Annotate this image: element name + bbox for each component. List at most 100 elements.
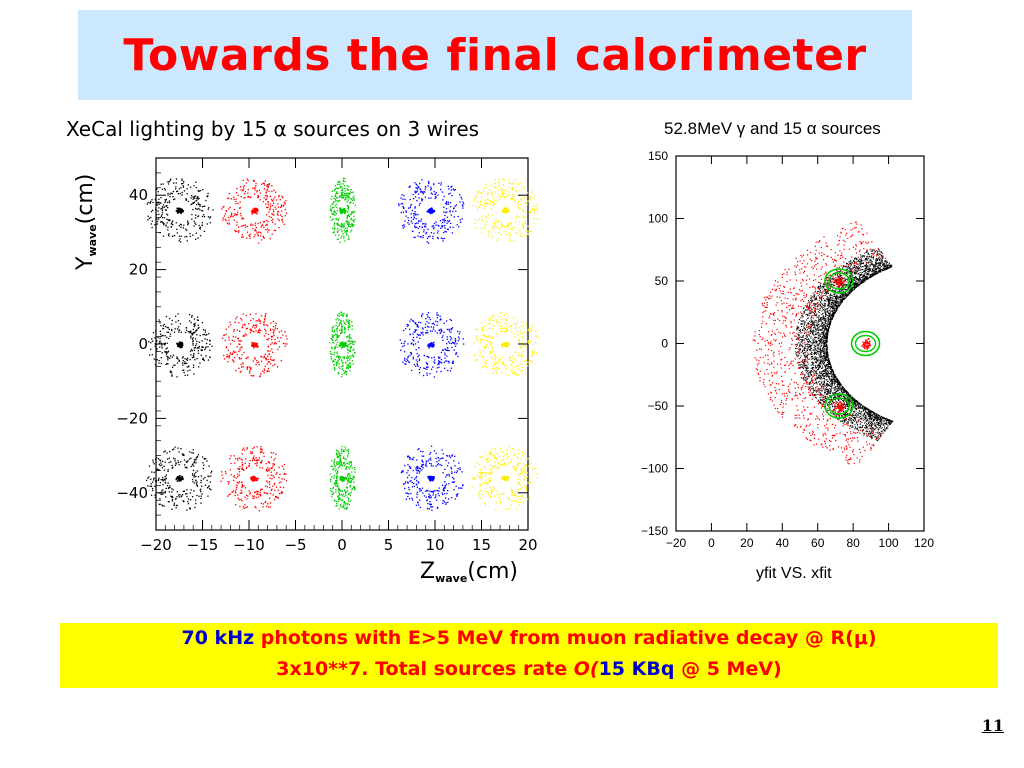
chart1-point — [340, 183, 342, 185]
chart1-point — [456, 470, 459, 472]
chart1-point — [348, 323, 350, 326]
chart1-point — [494, 191, 496, 193]
chart1-point — [231, 212, 233, 214]
chart1-point — [181, 179, 183, 182]
chart1-point — [484, 472, 486, 474]
chart1-point — [242, 225, 244, 227]
chart1-point — [333, 329, 336, 331]
chart1-point — [424, 323, 427, 325]
chart1-point — [432, 237, 434, 240]
chart1-point — [273, 482, 276, 485]
chart1-point — [432, 494, 434, 496]
chart1-point — [169, 357, 171, 359]
chart1-point — [275, 453, 277, 455]
chart2-gamma-point — [857, 267, 859, 269]
chart1-point — [494, 370, 497, 372]
chart1-point — [423, 495, 426, 497]
chart1-point — [418, 182, 421, 185]
chart1-point — [504, 211, 506, 213]
chart1-point — [335, 489, 337, 491]
chart2-gamma-point — [847, 422, 849, 424]
chart1-point — [272, 218, 274, 220]
chart1-point — [178, 476, 181, 478]
chart1-point — [508, 374, 510, 376]
chart1-point — [243, 449, 246, 451]
chart1-point — [432, 343, 435, 346]
chart1-point — [414, 343, 417, 345]
chart1-point — [344, 177, 346, 180]
chart1-point — [486, 491, 488, 493]
chart1-point — [419, 468, 422, 470]
chart1-point — [485, 362, 487, 365]
chart1-point — [332, 218, 334, 221]
chart1-point — [159, 503, 161, 505]
chart1-point — [408, 493, 410, 495]
chart1-point — [446, 355, 448, 357]
chart2-gamma-point — [804, 375, 806, 377]
chart1-point — [203, 333, 205, 336]
chart1-point — [426, 372, 428, 374]
chart1-point — [182, 360, 185, 362]
chart1-point — [340, 228, 342, 231]
chart1-point — [203, 458, 205, 460]
chart1-point — [349, 336, 351, 338]
chart1-point — [223, 358, 226, 360]
chart1-point — [233, 340, 235, 342]
chart1-point — [350, 481, 352, 484]
chart1-point — [405, 481, 407, 483]
chart1-point — [426, 321, 428, 323]
chart1-point — [441, 224, 443, 227]
chart1-point — [201, 224, 203, 227]
chart1-point — [418, 368, 421, 371]
chart1-point — [506, 453, 509, 455]
chart1-point — [449, 192, 451, 194]
chart1-point — [200, 354, 202, 356]
chart1-point — [277, 489, 279, 491]
chart1-point — [237, 475, 239, 478]
chart1-point — [487, 472, 489, 474]
chart1-point — [416, 187, 418, 189]
chart1-point — [347, 322, 350, 325]
chart1-point — [487, 494, 490, 496]
chart1-point — [338, 488, 341, 490]
chart1-point — [452, 360, 454, 362]
chart1-point — [253, 495, 255, 497]
chart1-point — [453, 460, 455, 462]
chart1-point — [284, 331, 286, 333]
chart1-point — [280, 337, 282, 339]
right-scatter-svg: 52.8MeV γ and 15 α sources−20 0 20 40 60 80 10… — [641, 119, 934, 582]
chart1-point — [489, 322, 491, 324]
chart1-point — [448, 193, 450, 195]
chart1-point — [333, 325, 335, 328]
chart1-point — [278, 219, 280, 222]
chart1-point — [201, 222, 203, 224]
chart1-point — [162, 221, 164, 224]
chart1-point — [522, 474, 525, 477]
chart1-point — [191, 338, 194, 340]
chart1-point — [512, 447, 514, 449]
chart1-point — [160, 183, 162, 185]
chart1-point — [490, 203, 492, 205]
chart1-point — [454, 343, 456, 345]
chart1-point — [194, 197, 196, 200]
chart1-point — [253, 478, 255, 481]
chart1-point — [269, 209, 271, 211]
chart1-point — [180, 212, 182, 215]
chart1-point — [522, 351, 524, 353]
chart1-point — [348, 350, 351, 352]
chart1-point — [189, 499, 192, 501]
chart1-point — [272, 213, 274, 216]
chart1-point — [518, 215, 521, 218]
chart1-point — [346, 475, 349, 477]
chart1-point — [526, 488, 528, 490]
chart1-point — [255, 477, 257, 479]
chart1-point — [486, 221, 488, 223]
chart1-point — [229, 321, 231, 323]
chart1-point — [242, 447, 245, 449]
chart1-point — [493, 223, 496, 225]
chart1-point — [419, 322, 422, 324]
chart1-point — [274, 325, 277, 327]
chart1-point — [259, 221, 262, 224]
chart1-xtick-label: −20 — [140, 536, 172, 554]
chart1-point — [404, 220, 406, 222]
